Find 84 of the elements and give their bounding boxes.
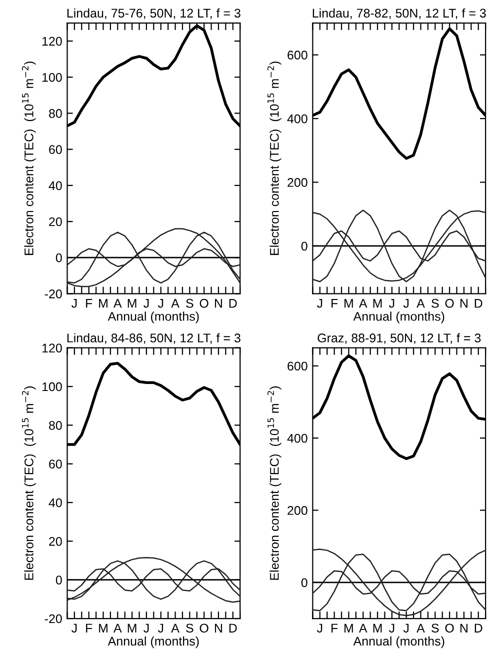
x-tick-label: D	[474, 624, 482, 632]
x-tick-label: J	[388, 299, 394, 308]
y-tick-label: 600	[288, 50, 308, 60]
x-tick-label: J	[316, 299, 322, 308]
y-tick-label: 0	[301, 578, 308, 588]
x-tick-label: M	[373, 299, 382, 308]
y-tick-label: 0	[56, 253, 62, 262]
x-tick-label: J	[72, 299, 77, 308]
y-tick-label: 60	[49, 460, 62, 468]
x-tick-label: M	[128, 624, 136, 632]
chart-title: Graz, 88-91, 50N, 12 LT, f = 3	[318, 333, 481, 344]
x-tick-label: J	[144, 299, 149, 308]
y-tick-label: 200	[288, 506, 308, 515]
x-tick-label: S	[186, 298, 194, 308]
y-axis-title: Electron content (TEC) (10$^{15}$ m$^{−2}$)	[22, 386, 36, 580]
x-tick-label: A	[358, 624, 368, 632]
x-tick-label: M	[128, 299, 136, 308]
y-tick-label: 20	[49, 217, 62, 226]
x-tick-label: D	[229, 299, 237, 308]
x-tick-label: D	[229, 624, 237, 632]
y-tick-label: 100	[42, 382, 62, 392]
x-tick-label: O	[445, 298, 454, 308]
x-tick-label: N	[460, 624, 468, 632]
x-tick-label: M	[344, 624, 353, 632]
x-tick-label: A	[114, 624, 122, 632]
y-tick-label: 80	[49, 420, 62, 430]
x-axis-title: Annual (months)	[353, 312, 444, 324]
x-tick-label: A	[114, 299, 122, 308]
x-tick-label: O	[445, 624, 454, 633]
y-axis-title: Electron content (TEC) (10$^{15}$ m$^{−2}$)	[267, 62, 282, 255]
x-tick-label: M	[99, 299, 108, 308]
y-tick-label: 600	[288, 362, 308, 371]
y-tick-label: 20	[49, 536, 62, 546]
y-axis-title: Electron content (TEC) (10$^{15}$ m$^{−2}$)	[22, 62, 36, 255]
x-tick-label: M	[373, 624, 382, 632]
y-tick-label: 60	[49, 145, 62, 154]
x-tick-label: A	[358, 299, 368, 308]
x-tick-label: A	[416, 624, 425, 632]
chart-title: Lindau, 84-86, 50N, 12 LT, f = 3	[67, 333, 240, 344]
chart-title: Lindau, 78-82, 50N, 12 LT, f = 3	[312, 8, 486, 20]
y-tick-label: 40	[48, 181, 62, 190]
x-tick-label: J	[158, 299, 164, 308]
x-tick-label: J	[403, 299, 409, 308]
x-tick-label: A	[416, 299, 425, 308]
y-tick-label: 80	[49, 109, 62, 118]
y-tick-label: 400	[287, 434, 308, 443]
y-tick-label: 40	[48, 498, 62, 508]
x-tick-label: A	[171, 624, 180, 632]
x-tick-label: S	[432, 298, 439, 308]
y-tick-label: -20	[44, 290, 62, 298]
chart-title: Lindau, 75-76, 50N, 12 LT, f = 3	[67, 8, 240, 20]
x-tick-label: M	[344, 299, 353, 308]
y-tick-label: 200	[288, 178, 308, 187]
x-tick-label: S	[432, 624, 439, 633]
x-tick-label: F	[332, 299, 338, 308]
y-tick-label: 120	[42, 36, 62, 46]
x-tick-label: F	[86, 624, 92, 632]
y-tick-label: 400	[287, 114, 308, 124]
y-tick-label: 0	[56, 576, 62, 585]
x-tick-label: D	[474, 299, 482, 308]
y-tick-label: 120	[42, 344, 62, 352]
x-tick-label: J	[144, 624, 149, 633]
x-tick-label: F	[332, 624, 338, 632]
x-tick-label: O	[200, 624, 208, 633]
x-tick-label: J	[403, 624, 409, 633]
y-tick-label: 0	[301, 242, 308, 251]
x-tick-label: A	[171, 299, 180, 308]
x-tick-label: N	[214, 299, 222, 308]
x-axis-title: Annual (months)	[353, 636, 444, 648]
x-tick-label: J	[388, 624, 394, 633]
x-tick-label: N	[460, 299, 468, 308]
y-tick-label: -20	[44, 614, 62, 624]
x-tick-label: F	[86, 299, 92, 308]
y-tick-label: 100	[42, 72, 62, 82]
x-axis-title: Annual (months)	[108, 636, 199, 648]
x-tick-label: M	[99, 624, 108, 632]
y-axis-title: Electron content (TEC) (10$^{15}$ m$^{−2}$)	[267, 386, 282, 580]
x-tick-label: J	[72, 624, 77, 633]
x-tick-label: N	[214, 624, 222, 632]
x-tick-label: J	[158, 624, 164, 633]
x-tick-label: O	[200, 298, 208, 308]
x-tick-label: J	[316, 624, 322, 633]
x-tick-label: S	[186, 624, 194, 633]
x-axis-title: Annual (months)	[108, 312, 199, 324]
